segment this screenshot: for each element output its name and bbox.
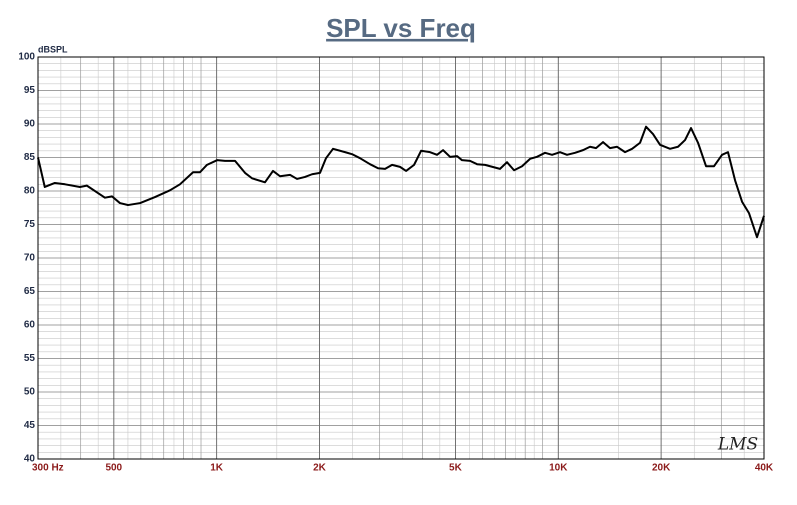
plot xyxy=(37,125,765,239)
y-tick-label: 100 xyxy=(18,52,35,63)
y-axis-label: dBSPL xyxy=(38,44,68,54)
y-tick-label: 40 xyxy=(24,454,36,465)
x-tick-label: 2K xyxy=(313,463,327,474)
y-tick-label: 65 xyxy=(24,286,36,297)
watermark: LMS xyxy=(717,435,758,455)
x-tick-label: 40K xyxy=(755,463,774,474)
y-tick-label: 75 xyxy=(24,219,36,230)
grid xyxy=(37,56,765,460)
plot-frame xyxy=(37,56,765,460)
y-tick-label: 95 xyxy=(24,85,36,96)
x-tick-label: 1K xyxy=(210,463,224,474)
y-tick-label: 45 xyxy=(24,420,36,431)
y-tick-label: 70 xyxy=(24,253,36,264)
x-tick-label: 10K xyxy=(549,463,568,474)
y-tick-label: 85 xyxy=(24,152,36,163)
y-tick-label: 55 xyxy=(24,353,36,364)
x-tick-label: 500 xyxy=(105,463,122,474)
x-tick-label: 300 Hz xyxy=(32,463,64,474)
chart-title: SPL vs Freq xyxy=(326,13,476,43)
y-tick-label: 90 xyxy=(24,119,36,130)
x-tick-label: 20K xyxy=(652,463,671,474)
y-tick-label: 50 xyxy=(24,387,36,398)
y-tick-label: 80 xyxy=(24,186,36,197)
line-series xyxy=(37,125,765,239)
y-tick-label: 60 xyxy=(24,320,36,331)
x-tick-label: 5K xyxy=(449,463,463,474)
